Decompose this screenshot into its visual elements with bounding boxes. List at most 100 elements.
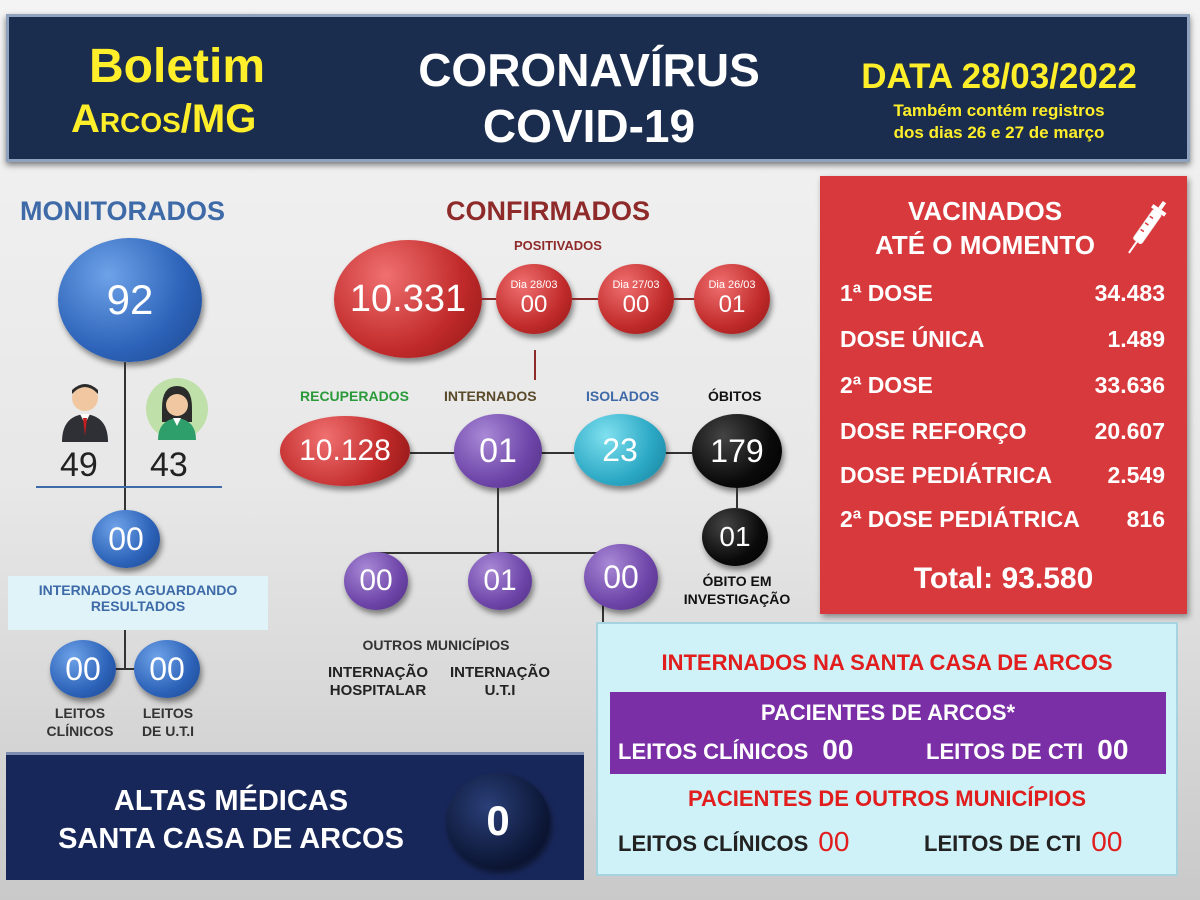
arcos-clinicos-label: LEITOS CLÍNICOS — [618, 739, 809, 764]
internacao-hospitalar-label: INTERNAÇÃO HOSPITALAR — [314, 664, 442, 700]
monitorados-total-bubble: 92 — [58, 238, 202, 362]
boletim-title: Boletim — [89, 40, 266, 93]
leitos-clinicos-label-2: CLÍNICOS — [46, 723, 114, 739]
outros-cti-value: 00 — [1091, 826, 1123, 857]
outros-clinicos-value: 00 — [818, 826, 850, 857]
leitos-clinicos-label-1: LEITOS — [54, 705, 106, 721]
monitorados-male-count: 49 — [60, 446, 98, 484]
pacientes-arcos-title: PACIENTES DE ARCOS* — [760, 700, 1016, 725]
date-note-line2: dos dias 26 e 27 de março — [893, 123, 1105, 142]
internacao-hospitalar-value: 01 — [483, 564, 517, 597]
connector-line — [482, 298, 496, 300]
isolados-bubble: 23 — [574, 414, 666, 486]
leitos-uti-label-2: DE U.T.I — [141, 723, 195, 739]
dia-26-bubble: Dia 26/03 01 — [694, 264, 770, 334]
aguardando-bubble: 00 — [92, 510, 160, 568]
connector-line — [124, 630, 126, 670]
vacinados-title-2: ATÉ O MOMENTO — [874, 230, 1096, 260]
obitos-bubble: 179 — [692, 414, 782, 488]
santa-casa-title: INTERNADOS NA SANTA CASA DE ARCOS — [661, 650, 1113, 675]
date-note-line1: Também contém registros — [893, 101, 1105, 120]
vacina-row-value: 1.489 — [1107, 326, 1165, 352]
vacina-row-value: 33.636 — [1094, 372, 1165, 398]
internacao-uti-bubble: 00 — [584, 544, 658, 610]
leitos-uti-value: 00 — [149, 650, 185, 687]
outros-cti-label: LEITOS DE CTI — [924, 831, 1082, 856]
altas-label-2: SANTA CASA DE ARCOS — [58, 823, 404, 855]
dia-26-label: Dia 26/03 — [708, 279, 756, 291]
connector-line — [736, 488, 738, 508]
vacina-row-label: DOSE ÚNICA — [840, 326, 985, 352]
positivados-label: POSITIVADOS — [514, 238, 602, 253]
connector-line — [110, 668, 140, 670]
arcos-clinicos-value: 00 — [822, 734, 854, 765]
vacinados-title-1: VACINADOS — [907, 196, 1063, 226]
monitorados-female-count: 43 — [150, 446, 188, 484]
vacina-row-label: DOSE PEDIÁTRICA — [840, 462, 1053, 488]
leitos-clinicos-value: 00 — [65, 650, 101, 687]
internacao-hospitalar-label-1: INTERNAÇÃO — [328, 664, 428, 681]
dia-28-bubble: Dia 28/03 00 — [496, 264, 572, 334]
aguardando-value: 00 — [108, 520, 144, 557]
monitorados-title: MONITORADOS — [20, 196, 226, 226]
connector-line — [497, 488, 499, 552]
isolados-label: ISOLADOS — [586, 388, 660, 404]
obito-investigacao-bubble: 01 — [702, 508, 768, 566]
santa-casa-panel: INTERNADOS NA SANTA CASA DE ARCOS PACIEN… — [596, 622, 1178, 876]
outros-municipios-label: OUTROS MUNICÍPIOS — [362, 637, 510, 653]
connector-line — [572, 298, 598, 300]
obitos-label: ÓBITOS — [708, 388, 762, 404]
outros-municipios-value: 00 — [359, 564, 393, 597]
internacao-hospitalar-label-2: HOSPITALAR — [329, 682, 427, 699]
internacao-uti-label: INTERNAÇÃO U.T.I — [436, 664, 564, 700]
city-title: Arcos/MG — [71, 97, 257, 141]
internacao-uti-value: 00 — [603, 558, 639, 595]
confirmados-total: 10.331 — [349, 277, 467, 320]
internados-bubble: 01 — [454, 414, 542, 488]
vacina-row-dose-unica: DOSE ÚNICA 1.489 — [840, 326, 1165, 353]
connector-line — [674, 298, 694, 300]
leitos-uti-bubble: 00 — [134, 640, 200, 698]
pacientes-arcos-box: PACIENTES DE ARCOS* LEITOS CLÍNICOS 00 L… — [610, 692, 1166, 774]
recuperados-label: RECUPERADOS — [300, 388, 409, 404]
altas-label-1: ALTAS MÉDICAS — [113, 785, 349, 817]
connector-line — [124, 362, 126, 512]
dia-27-value: 00 — [622, 291, 650, 318]
altas-medicas-panel: ALTAS MÉDICAS SANTA CASA DE ARCOS 0 — [6, 752, 584, 880]
vacina-row-label: 2ª DOSE — [840, 372, 933, 398]
vacina-row-label: 1ª DOSE — [840, 280, 933, 306]
divider-line — [36, 486, 222, 488]
dia-27-label: Dia 27/03 — [612, 279, 660, 291]
dia-27-bubble: Dia 27/03 00 — [598, 264, 674, 334]
main-title-line1: CORONAVÍRUS — [418, 44, 760, 96]
outros-clinicos-label: LEITOS CLÍNICOS — [618, 831, 809, 856]
leitos-clinicos-label: LEITOS CLÍNICOS — [30, 704, 130, 740]
internacao-uti-label-2: U.T.I — [484, 682, 516, 699]
male-person-icon — [58, 380, 112, 442]
vacina-row-pediatrica-dose2: 2ª DOSE PEDIÁTRICA 816 — [840, 506, 1165, 533]
obitos-value: 179 — [710, 432, 764, 469]
vacinados-panel: VACINADOS ATÉ O MOMENTO 1ª DOSE 34.483 D… — [820, 176, 1187, 614]
arcos-cti-value: 00 — [1097, 734, 1129, 765]
confirmados-title: CONFIRMADOS — [446, 196, 650, 226]
vacina-row-pediatrica: DOSE PEDIÁTRICA 2.549 — [840, 462, 1165, 489]
pacientes-outros-title: PACIENTES DE OUTROS MUNICÍPIOS — [687, 786, 1087, 811]
confirmados-total-bubble: 10.331 — [334, 240, 482, 358]
dia-28-value: 00 — [520, 291, 548, 318]
aguardando-label-box: INTERNADOS AGUARDANDO RESULTADOS — [8, 576, 268, 630]
syringe-icon — [1120, 194, 1170, 266]
internacao-uti-label-1: INTERNAÇÃO — [450, 664, 550, 681]
leitos-uti-label-1: LEITOS — [142, 705, 194, 721]
obito-investigacao-label-1: ÓBITO EM — [702, 573, 772, 589]
female-person-icon — [146, 378, 208, 440]
internacao-hospitalar-bubble: 01 — [468, 552, 532, 610]
monitorados-total: 92 — [106, 276, 154, 323]
arcos-cti-label: LEITOS DE CTI — [926, 739, 1084, 764]
dia-28-label: Dia 28/03 — [510, 279, 558, 291]
vacina-row-dose1: 1ª DOSE 34.483 — [840, 280, 1165, 307]
vacina-row-value: 816 — [1126, 506, 1165, 532]
vacina-row-reforco: DOSE REFORÇO 20.607 — [840, 418, 1165, 445]
dia-26-value: 01 — [718, 291, 746, 318]
vacina-row-value: 34.483 — [1094, 280, 1165, 306]
leitos-uti-label: LEITOS DE U.T.I — [118, 704, 218, 740]
